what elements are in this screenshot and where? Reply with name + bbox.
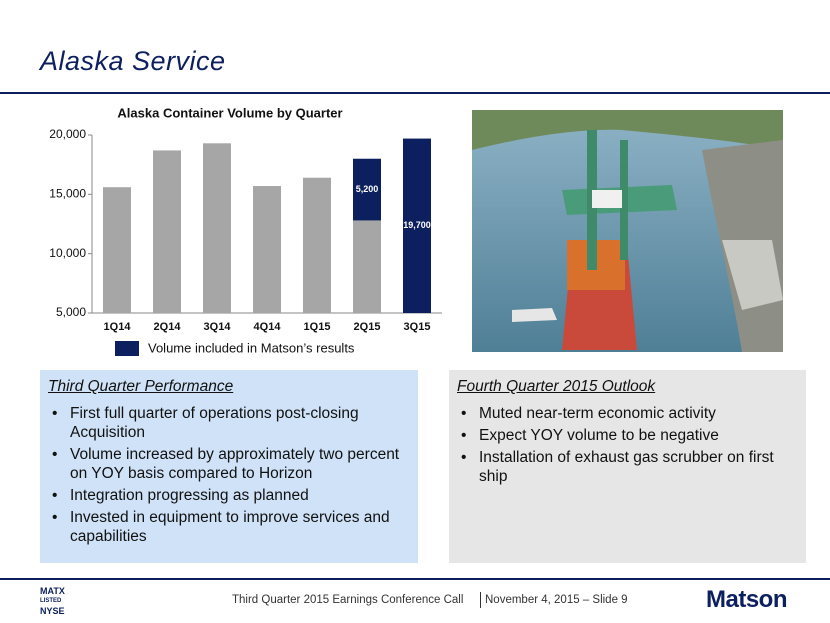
bar-segment bbox=[403, 138, 431, 313]
y-tick-label: 20,000 bbox=[49, 127, 86, 141]
footer-rule bbox=[0, 578, 830, 580]
legend-swatch bbox=[115, 341, 139, 356]
x-tick-label: 3Q15 bbox=[404, 321, 431, 333]
panel-heading: Fourth Quarter 2015 Outlook bbox=[457, 378, 656, 395]
header-rule bbox=[0, 92, 830, 94]
bullet: Integration progressing as planned bbox=[52, 486, 412, 505]
chart: Alaska Container Volume by Quarter 5,000… bbox=[49, 105, 442, 356]
bullet: Volume increased by approximately two pe… bbox=[52, 445, 412, 483]
x-tick-label: 4Q14 bbox=[254, 321, 282, 333]
y-tick-label: 10,000 bbox=[49, 246, 86, 260]
x-tick-label: 1Q15 bbox=[304, 321, 331, 333]
x-tick-label: 3Q14 bbox=[204, 321, 232, 333]
bullet: Invested in equipment to improve service… bbox=[52, 508, 412, 546]
y-tick-label: 5,000 bbox=[56, 305, 86, 319]
separator bbox=[480, 592, 481, 608]
data-label: 5,200 bbox=[356, 184, 379, 194]
bar-segment bbox=[253, 186, 281, 313]
chart-title: Alaska Container Volume by Quarter bbox=[117, 105, 342, 120]
legend-label: Volume included in Matson’s results bbox=[148, 340, 355, 355]
bullet-list: First full quarter of operations post-cl… bbox=[48, 404, 412, 546]
bar-segment bbox=[203, 143, 231, 313]
logo-text: NYSE bbox=[40, 606, 65, 616]
panel-heading: Third Quarter Performance bbox=[48, 378, 234, 395]
slide-title: Alaska Service bbox=[40, 46, 226, 76]
data-label: 19,700 bbox=[403, 220, 431, 230]
bullet: Installation of exhaust gas scrubber on … bbox=[461, 448, 800, 486]
bullet: First full quarter of operations post-cl… bbox=[52, 404, 412, 442]
bar-segment bbox=[103, 187, 131, 313]
bullet: Expect YOY volume to be negative bbox=[461, 426, 800, 445]
bar-segment bbox=[353, 220, 381, 313]
x-tick-label: 1Q14 bbox=[104, 321, 132, 333]
bullet-list: Muted near-term economic activity Expect … bbox=[457, 404, 800, 486]
matson-logo: Matson bbox=[706, 586, 788, 613]
logo-text: MATX bbox=[40, 586, 65, 596]
logo-text: LISTED bbox=[40, 598, 62, 604]
y-tick-label: 15,000 bbox=[49, 187, 86, 201]
left-panel: Third Quarter Performance First full qua… bbox=[40, 370, 418, 563]
bar-segment bbox=[303, 177, 331, 313]
right-panel: Fourth Quarter 2015 Outlook Muted near-t… bbox=[449, 370, 806, 563]
footer-event: Third Quarter 2015 Earnings Conference C… bbox=[232, 594, 464, 606]
x-tick-label: 2Q15 bbox=[354, 321, 381, 333]
bullet: Muted near-term economic activity bbox=[461, 404, 800, 423]
footer-date: November 4, 2015 – Slide 9 bbox=[485, 594, 628, 606]
bar-segment bbox=[153, 150, 181, 313]
listing-logo: MATX LISTED NYSE bbox=[40, 586, 65, 616]
bar-segment bbox=[353, 158, 381, 221]
photo bbox=[472, 110, 783, 352]
x-tick-label: 2Q14 bbox=[154, 321, 182, 333]
